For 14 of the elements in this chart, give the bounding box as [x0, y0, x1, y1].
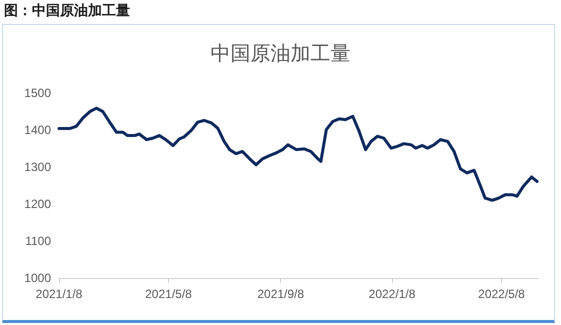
x-tick-label: 2021/9/8	[257, 287, 304, 301]
chart-subtitle: 中国原油加工量	[210, 41, 350, 65]
x-tick-label: 2022/5/8	[478, 287, 526, 301]
y-tick-label: 1000	[24, 271, 52, 285]
y-tick-label: 1400	[24, 123, 52, 137]
x-tick-label: 2021/5/8	[145, 287, 192, 301]
line-series	[58, 106, 539, 202]
x-tick-label: 2021/1/8	[36, 287, 83, 301]
y-tick-label: 1200	[24, 197, 52, 211]
y-tick-label: 1300	[24, 160, 52, 174]
y-tick-label: 1100	[25, 234, 52, 248]
chart-title: 图：中国原油加工量	[4, 2, 130, 20]
y-tick-label: 1500	[24, 86, 52, 100]
x-tick-label: 2022/1/8	[368, 287, 416, 301]
